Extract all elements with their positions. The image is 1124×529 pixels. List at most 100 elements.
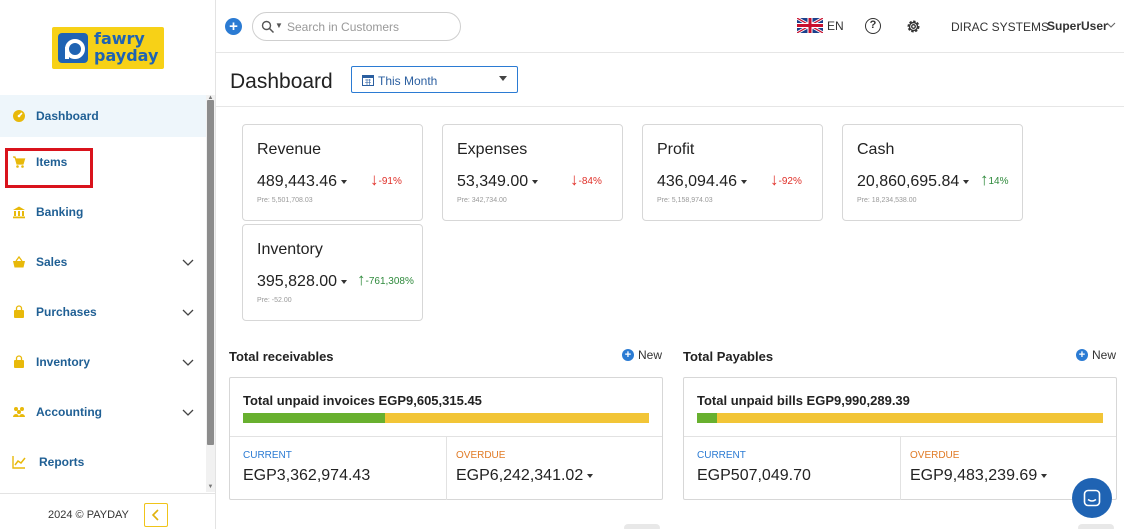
page-title: Dashboard bbox=[230, 70, 333, 93]
chat-launcher-button[interactable] bbox=[1072, 478, 1112, 518]
kpi-value-text: 489,443.46 bbox=[257, 173, 338, 190]
current-label: CURRENT bbox=[697, 450, 746, 461]
period-select[interactable]: This Month bbox=[351, 66, 518, 93]
new-receivable-button[interactable]: + New bbox=[622, 348, 662, 362]
caret-down-icon[interactable] bbox=[587, 473, 594, 478]
payables-progress-bar bbox=[697, 413, 1103, 423]
sidebar-item-label: Banking bbox=[36, 205, 84, 219]
chevron-left-icon bbox=[151, 509, 159, 521]
sidebar-item-items[interactable]: Items bbox=[0, 137, 206, 187]
kpi-previous: Pre: -52.00 bbox=[257, 297, 292, 304]
kpi-value[interactable]: 436,094.46 bbox=[657, 173, 748, 191]
bag-icon bbox=[12, 355, 26, 369]
chevron-down-icon[interactable] bbox=[182, 256, 194, 268]
bag-icon bbox=[12, 305, 26, 319]
chevron-down-icon[interactable] bbox=[1106, 20, 1116, 30]
logo-mark-icon bbox=[58, 33, 88, 63]
caret-down-icon[interactable] bbox=[341, 179, 348, 184]
search-input[interactable] bbox=[287, 19, 452, 35]
new-label: New bbox=[638, 348, 663, 362]
kpi-previous: Pre: 5,501,708.03 bbox=[257, 197, 313, 204]
chevron-down-icon[interactable] bbox=[182, 306, 194, 318]
period-value: This Month bbox=[378, 74, 438, 88]
kpi-value[interactable]: 395,828.00 bbox=[257, 273, 348, 291]
receivables-current-fill bbox=[243, 413, 386, 423]
unpaid-bills-summary: Total unpaid bills EGP9,990,289.39 bbox=[697, 393, 910, 408]
fawry-payday-logo[interactable]: fawry payday bbox=[52, 27, 164, 69]
kpi-card-revenue[interactable]: Revenue 489,443.46 ↓-91% Pre: 5,501,708.… bbox=[242, 124, 423, 221]
divider bbox=[230, 436, 662, 437]
overdue-amount[interactable]: EGP6,242,341.02 bbox=[456, 467, 594, 485]
kpi-card-inventory[interactable]: Inventory 395,828.00 ↑-761,308% Pre: -52… bbox=[242, 224, 423, 321]
kpi-value[interactable]: 20,860,695.84 bbox=[857, 173, 970, 191]
kpi-value[interactable]: 53,349.00 bbox=[457, 173, 539, 191]
kpi-card-expenses[interactable]: Expenses 53,349.00 ↓-84% Pre: 342,734.00 bbox=[442, 124, 623, 221]
search-icon[interactable] bbox=[261, 20, 275, 34]
payables-section-title: Total Payables bbox=[683, 349, 774, 364]
kpi-previous: Pre: 5,158,974.03 bbox=[657, 197, 713, 204]
collapse-sidebar-button[interactable] bbox=[144, 503, 168, 527]
overdue-label: OVERDUE bbox=[456, 450, 506, 461]
plus-circle-icon: + bbox=[622, 349, 634, 361]
sidebar-item-inventory[interactable]: Inventory bbox=[0, 337, 206, 387]
logo-line-2: payday bbox=[94, 46, 159, 65]
kpi-value-text: 53,349.00 bbox=[457, 173, 529, 190]
gear-icon[interactable] bbox=[905, 18, 922, 35]
sidebar-item-dashboard[interactable]: Dashboard bbox=[0, 95, 206, 137]
current-amount: EGP3,362,974.43 bbox=[243, 467, 371, 484]
receivables-panel: Total unpaid invoices EGP9,605,315.45 CU… bbox=[229, 377, 663, 500]
kpi-trend-text: -761,308% bbox=[365, 276, 414, 287]
language-label[interactable]: EN bbox=[827, 19, 844, 33]
kpi-value-text: 436,094.46 bbox=[657, 173, 738, 190]
kpi-trend: ↓-84% bbox=[570, 170, 602, 190]
search-box: ▼ bbox=[252, 12, 461, 41]
overdue-label: OVERDUE bbox=[910, 450, 960, 461]
kpi-card-profit[interactable]: Profit 436,094.46 ↓-92% Pre: 5,158,974.0… bbox=[642, 124, 823, 221]
chevron-down-icon[interactable] bbox=[182, 406, 194, 418]
caret-down-icon[interactable] bbox=[1041, 473, 1048, 478]
company-name[interactable]: DIRAC SYSTEMS bbox=[951, 20, 1050, 34]
sidebar-item-purchases[interactable]: Purchases bbox=[0, 287, 206, 337]
kpi-title: Revenue bbox=[257, 141, 322, 158]
scroll-down-arrow-icon[interactable]: ▼ bbox=[207, 484, 214, 490]
scroll-up-arrow-icon[interactable]: ▲ bbox=[207, 95, 214, 101]
arrow-down-icon: ↓ bbox=[770, 170, 779, 189]
arrow-down-icon: ↓ bbox=[570, 170, 579, 189]
sidebar-item-sales[interactable]: Sales bbox=[0, 237, 206, 287]
divider bbox=[446, 437, 447, 500]
caret-down-icon[interactable] bbox=[341, 279, 348, 284]
kpi-trend-text: 14% bbox=[988, 176, 1009, 187]
current-amount: EGP507,049.70 bbox=[697, 467, 811, 484]
copyright-text: 2024 © PAYDAY bbox=[48, 509, 129, 521]
kpi-card-cash[interactable]: Cash 20,860,695.84 ↑14% Pre: 18,234,538.… bbox=[842, 124, 1023, 221]
payables-current-fill bbox=[697, 413, 718, 423]
divider bbox=[684, 436, 1116, 437]
kpi-trend: ↓-91% bbox=[370, 170, 402, 190]
help-icon[interactable]: ? bbox=[865, 18, 881, 34]
kpi-value-text: 20,860,695.84 bbox=[857, 173, 960, 190]
sidebar-item-accounting[interactable]: Accounting bbox=[0, 387, 206, 437]
caret-down-icon[interactable] bbox=[963, 179, 970, 184]
basket-icon bbox=[12, 255, 26, 269]
overdue-amount[interactable]: EGP9,483,239.69 bbox=[910, 467, 1048, 485]
user-menu[interactable]: SuperUser bbox=[1047, 19, 1108, 33]
kpi-value-text: 395,828.00 bbox=[257, 273, 338, 290]
payables-panel: Total unpaid bills EGP9,990,289.39 CURRE… bbox=[683, 377, 1117, 500]
caret-down-icon[interactable] bbox=[532, 179, 539, 184]
sidebar-nav: Dashboard Items Banking Sales bbox=[0, 95, 206, 487]
kpi-value[interactable]: 489,443.46 bbox=[257, 173, 348, 191]
sidebar-item-label: Inventory bbox=[36, 355, 91, 369]
top-bar: + ▼ EN ? DIRAC SYSTEMS SuperUser bbox=[216, 0, 1124, 53]
kpi-trend: ↓-92% bbox=[770, 170, 802, 190]
sidebar-item-reports[interactable]: Reports bbox=[0, 437, 206, 487]
sidebar-item-banking[interactable]: Banking bbox=[0, 187, 206, 237]
quick-add-button[interactable]: + bbox=[225, 18, 242, 35]
new-payable-button[interactable]: + New bbox=[1076, 348, 1116, 362]
uk-flag-icon[interactable] bbox=[797, 18, 823, 33]
sidebar-scrollbar-thumb[interactable] bbox=[207, 100, 214, 445]
chevron-down-icon[interactable] bbox=[182, 356, 194, 368]
search-scope-caret-icon[interactable]: ▼ bbox=[275, 21, 283, 30]
caret-down-icon[interactable] bbox=[741, 179, 748, 184]
unpaid-invoices-summary: Total unpaid invoices EGP9,605,315.45 bbox=[243, 393, 482, 408]
arrow-up-icon: ↑ bbox=[357, 270, 366, 289]
